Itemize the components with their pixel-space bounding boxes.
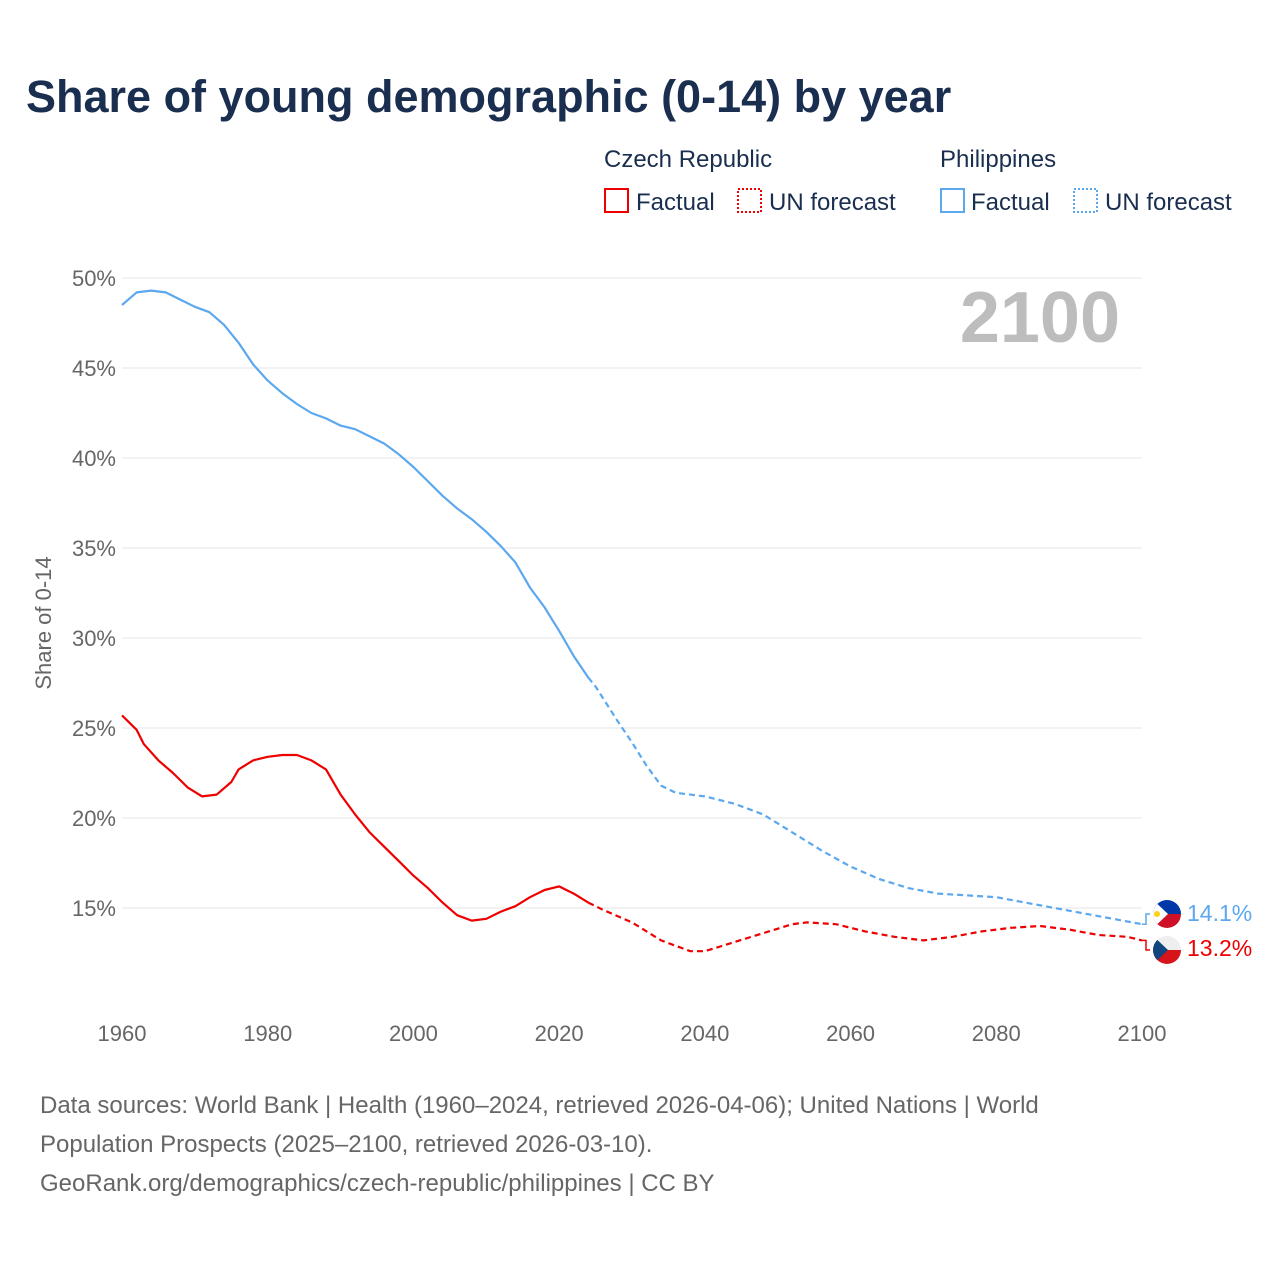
x-tick-label: 1960	[98, 1021, 147, 1046]
x-tick-label: 2100	[1118, 1021, 1167, 1046]
philippines-label-connector	[1142, 913, 1150, 925]
x-tick-label: 2080	[972, 1021, 1021, 1046]
y-axis-label: Share of 0-14	[31, 556, 56, 689]
philippines-flag-icon	[1153, 900, 1181, 928]
legend-swatch-philippines-forecast[interactable]	[1073, 188, 1098, 213]
x-tick-label: 2020	[535, 1021, 584, 1046]
y-tick-label: 30%	[72, 626, 116, 651]
legend-philippines-factual[interactable]: Factual	[971, 189, 1050, 216]
chart-title: Share of young demographic (0-14) by yea…	[26, 71, 951, 122]
czech-label-connector	[1142, 939, 1150, 951]
czech-republic-forecast-line	[587, 901, 1143, 953]
y-tick-label: 35%	[72, 536, 116, 561]
y-tick-label: 50%	[72, 266, 116, 291]
footer-link[interactable]: GeoRank.org/demographics/czech-republic/…	[40, 1170, 715, 1197]
y-tick-label: 25%	[72, 716, 116, 741]
legend-swatch-philippines-factual[interactable]	[940, 188, 965, 213]
legend-czech-forecast[interactable]: UN forecast	[769, 189, 896, 216]
year-overlay: 2100	[960, 278, 1120, 358]
x-tick-label: 2040	[680, 1021, 729, 1046]
footer-sources-line1: Data sources: World Bank | Health (1960–…	[40, 1092, 1039, 1119]
x-tick-label: 2000	[389, 1021, 438, 1046]
legend-group-czech: Czech Republic	[604, 146, 772, 173]
czech-flag-icon	[1153, 936, 1181, 964]
czech-end-label: 13.2%	[1187, 935, 1252, 961]
philippines-end-label: 14.1%	[1187, 900, 1252, 926]
x-tick-label: 1980	[243, 1021, 292, 1046]
y-tick-label: 40%	[72, 446, 116, 471]
philippines-forecast-line	[587, 676, 1143, 926]
legend-swatch-czech-factual[interactable]	[604, 188, 629, 213]
footer-sources-line2: Population Prospects (2025–2100, retriev…	[40, 1131, 652, 1158]
y-tick-label: 15%	[72, 896, 116, 921]
legend-czech-factual[interactable]: Factual	[636, 189, 715, 216]
legend-group-philippines: Philippines	[940, 146, 1056, 173]
czech-republic-factual-line	[121, 714, 589, 922]
x-tick-label: 2060	[826, 1021, 875, 1046]
legend-philippines-forecast[interactable]: UN forecast	[1105, 189, 1232, 216]
y-tick-label: 45%	[72, 356, 116, 381]
legend-swatch-czech-forecast[interactable]	[737, 188, 762, 213]
y-tick-label: 20%	[72, 806, 116, 831]
philippines-factual-line	[121, 289, 590, 679]
legend: Czech Republic Factual UN forecast Phili…	[604, 146, 1232, 216]
